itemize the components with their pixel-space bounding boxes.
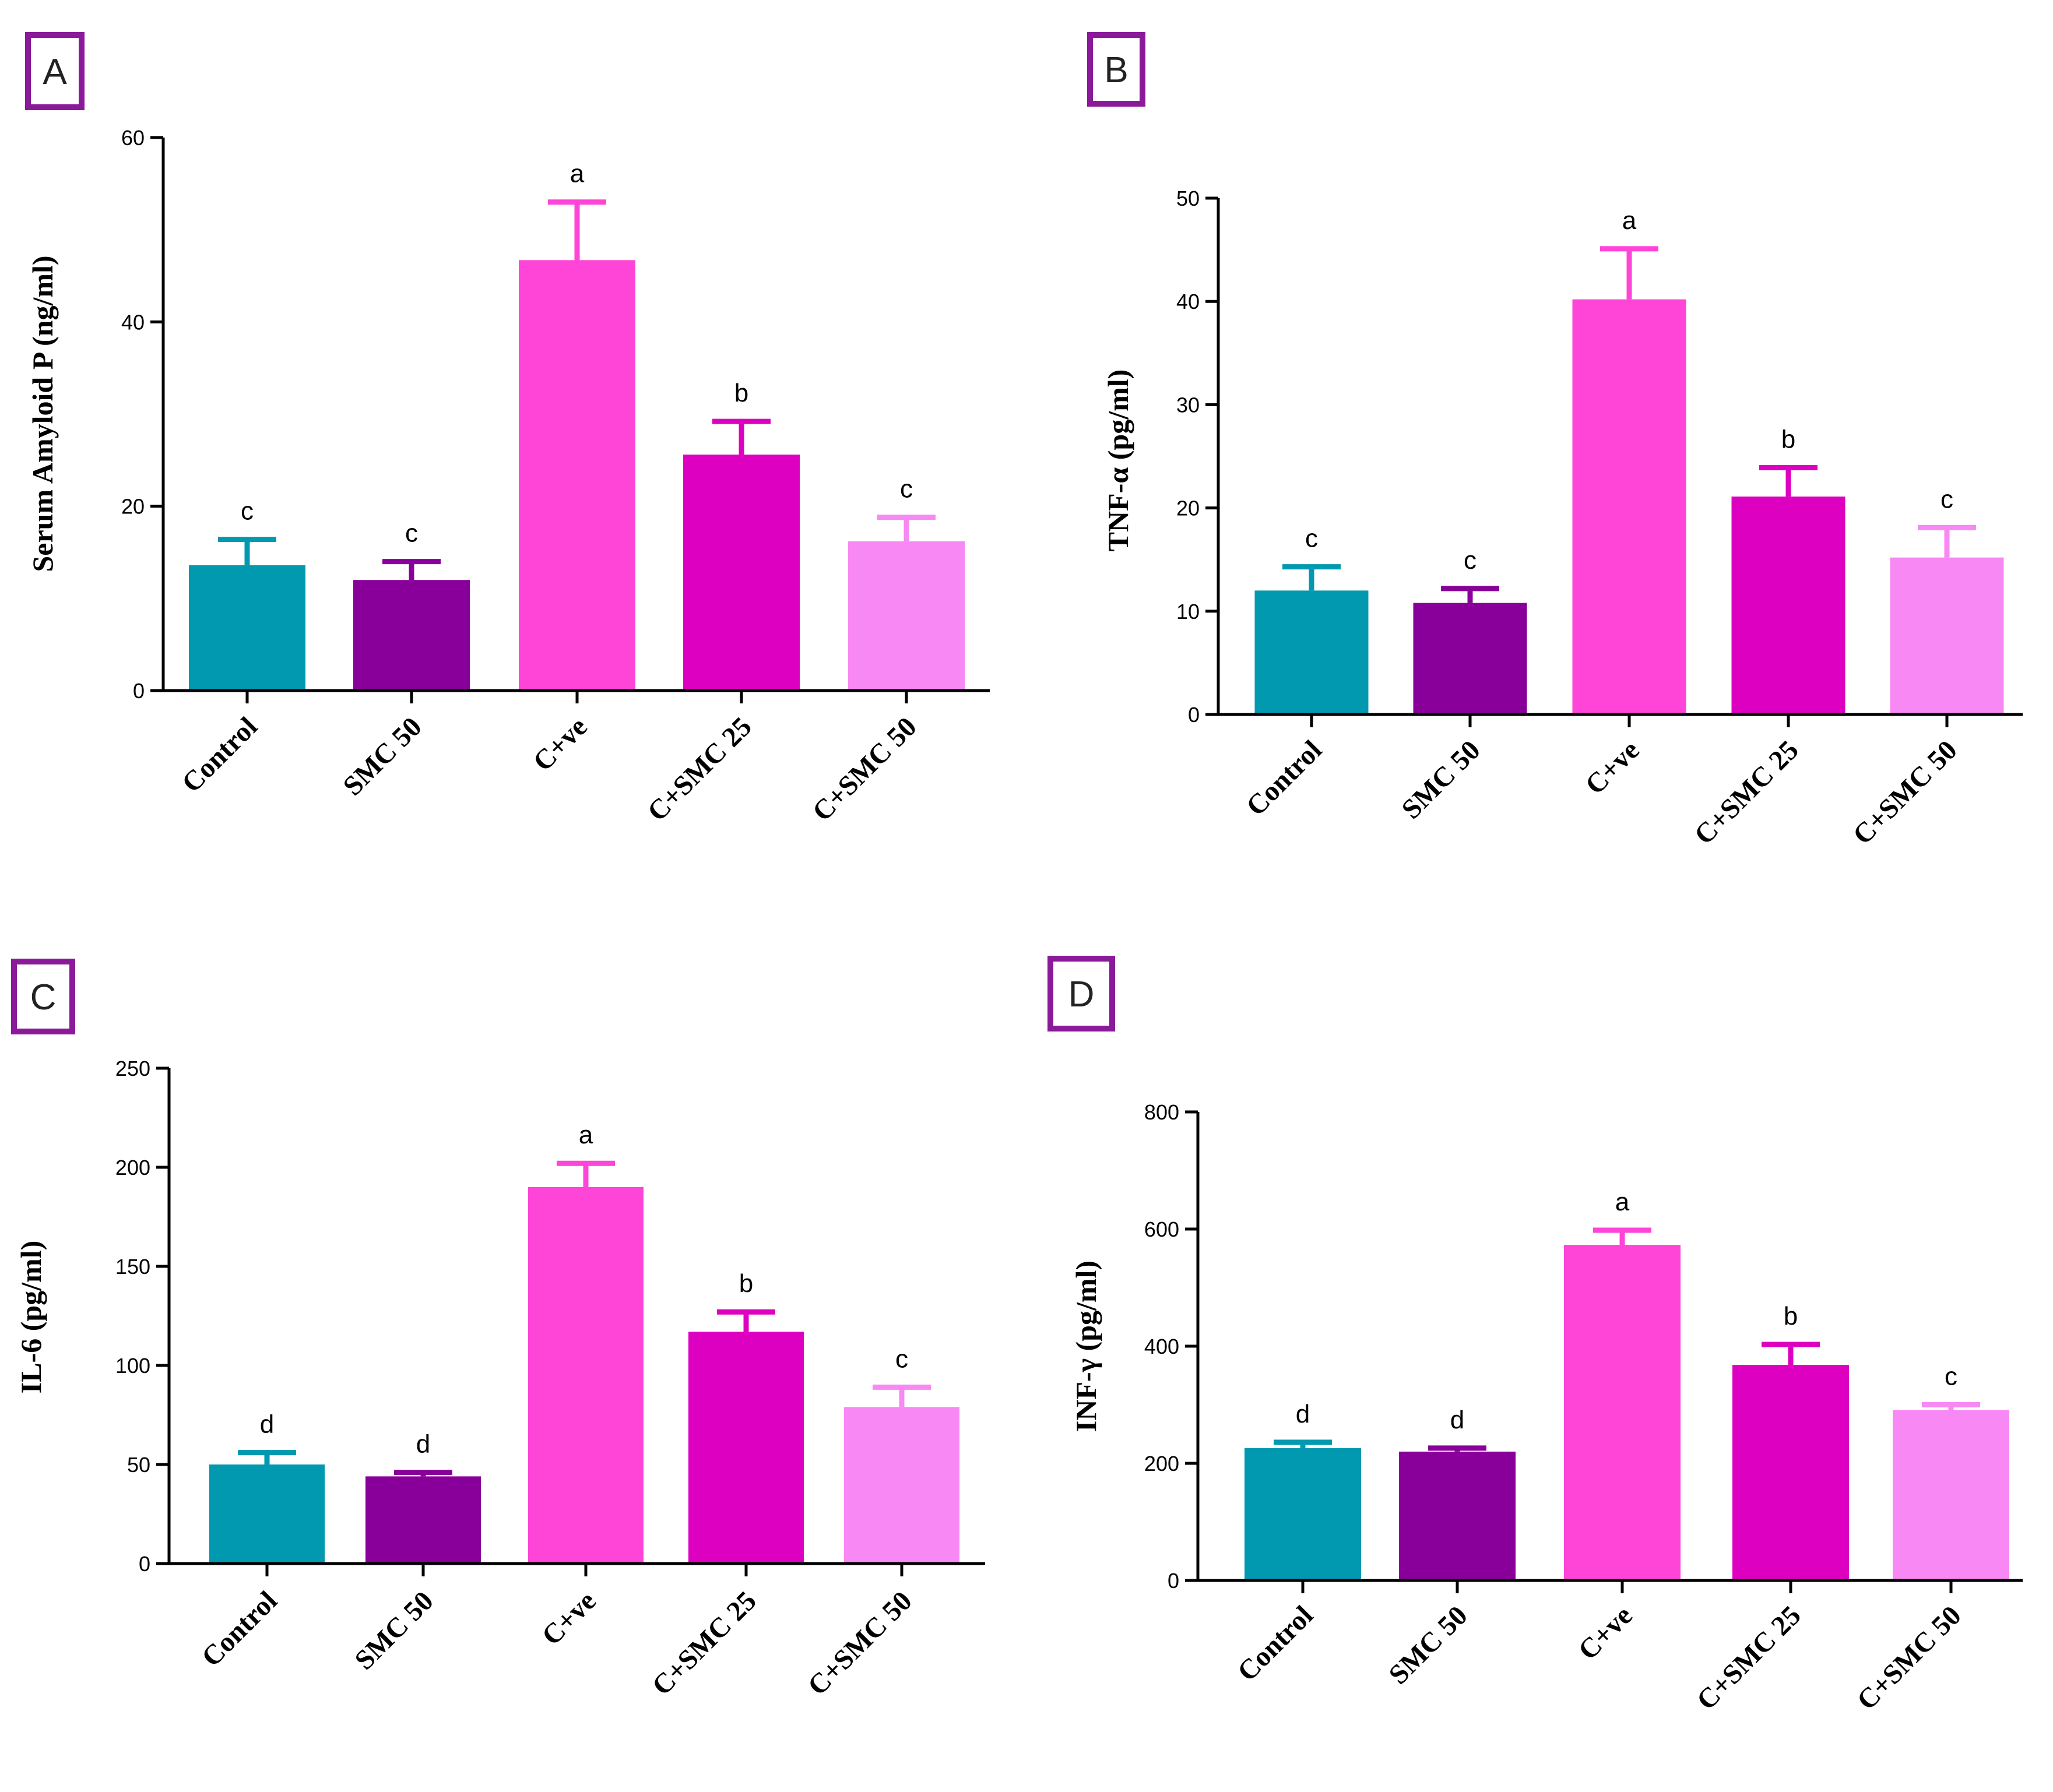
bar-control [209, 1464, 325, 1564]
bar-smc-50 [365, 1476, 481, 1564]
significance-label: b [1784, 1302, 1798, 1330]
bar-smc-50 [353, 580, 470, 691]
y-tick-label: 200 [115, 1156, 150, 1180]
significance-label: d [416, 1430, 430, 1459]
x-category-label: C+SMC 25 [646, 1585, 762, 1701]
panel-letter-box [11, 959, 75, 1034]
bar-control [1245, 1448, 1361, 1580]
y-tick-label: 600 [1144, 1217, 1179, 1241]
significance-label: c [241, 497, 254, 526]
panel-letter: C [30, 977, 57, 1018]
y-tick-label: 20 [121, 495, 145, 519]
x-category-label: SMC 50 [337, 711, 427, 801]
x-category-label: C+SMC 50 [1847, 734, 1963, 850]
x-category-label: Control [1240, 734, 1328, 822]
panel-letter-box [1087, 32, 1145, 107]
significance-label: d [1450, 1406, 1464, 1434]
significance-label: c [900, 475, 913, 504]
x-category-label: Control [196, 1585, 283, 1673]
bar-c-smc-25 [1731, 497, 1845, 714]
y-tick-label: 0 [1168, 1569, 1179, 1593]
y-axis-title: IL-6 (pg/ml) [15, 1241, 47, 1394]
y-tick-label: 0 [1188, 703, 1200, 727]
x-category-label: Control [1232, 1600, 1319, 1687]
y-tick-label: 30 [1176, 393, 1200, 417]
y-axis-title: TNF-α (pg/ml) [1102, 369, 1134, 552]
x-category-label: C+SMC 25 [642, 711, 758, 827]
y-tick-label: 40 [1176, 290, 1200, 314]
bar-c-smc-50 [844, 1407, 959, 1564]
panel-letter-box [1047, 956, 1115, 1031]
bar-c-smc-50 [1890, 557, 2004, 714]
y-tick-label: 100 [115, 1354, 150, 1378]
bar-control [189, 565, 305, 691]
bar-c-smc-50 [848, 541, 965, 691]
bar-c-smc-25 [1732, 1365, 1849, 1580]
panel-letter: B [1104, 50, 1128, 90]
significance-label: a [1615, 1188, 1630, 1216]
significance-label: b [734, 379, 748, 407]
bar-control [1254, 590, 1369, 714]
y-tick-label: 0 [139, 1552, 150, 1576]
panel-letter: A [43, 52, 67, 92]
x-category-label: SMC 50 [349, 1585, 439, 1675]
y-tick-label: 150 [115, 1255, 150, 1279]
significance-label: b [739, 1269, 753, 1298]
significance-label: b [1781, 425, 1795, 453]
y-tick-label: 60 [121, 126, 145, 150]
y-tick-label: 50 [127, 1453, 150, 1477]
x-category-label: C+ve [527, 711, 593, 777]
bar-smc-50 [1413, 603, 1527, 714]
y-tick-label: 250 [115, 1057, 150, 1080]
x-category-label: SMC 50 [1383, 1600, 1473, 1690]
x-category-label: C+ve [1579, 734, 1645, 800]
bar-c-smc-25 [688, 1332, 804, 1564]
chart-panel-d: Dd d a b c 0 200 400 600 800 Control SMC 50 C+ve C+SM… [1047, 956, 2023, 1716]
y-tick-label: 10 [1176, 600, 1200, 624]
panel-letter-box [25, 32, 85, 110]
chart-panel-b: Bc c a b c 0 10 20 30 40 50 Control SMC 50 C+ve C+SMC … [1087, 32, 2023, 850]
x-category-label: Control [176, 711, 263, 798]
y-tick-label: 20 [1176, 497, 1200, 520]
significance-label: c [1464, 546, 1477, 575]
y-tick-label: 400 [1144, 1335, 1179, 1358]
chart-panel-a: Ac c a b c 0 20 40 60 Control SMC 50 C+ve C+SMC 25 C+… [25, 32, 990, 827]
panel-letter: D [1068, 974, 1095, 1015]
chart-panel-c: Cd d a b c 0 50 100 150 200 250 Control SMC 50 C+ve C+… [11, 959, 985, 1701]
significance-label: d [260, 1410, 274, 1439]
significance-label: a [1622, 206, 1637, 235]
x-category-label: C+SMC 25 [1691, 1600, 1807, 1716]
x-category-label: C+SMC 50 [807, 711, 923, 827]
bar-smc-50 [1399, 1451, 1516, 1580]
bar-c-smc-25 [683, 455, 800, 691]
x-category-label: SMC 50 [1395, 734, 1486, 825]
y-tick-label: 50 [1176, 186, 1200, 210]
y-tick-label: 0 [133, 679, 145, 703]
x-category-label: C+SMC 25 [1689, 734, 1805, 850]
x-category-label: C+ve [536, 1585, 602, 1651]
bar-c-smc-50 [1893, 1410, 2009, 1580]
x-category-label: C+SMC 50 [802, 1585, 918, 1701]
significance-label: a [570, 160, 585, 188]
bar-c-ve [528, 1187, 644, 1564]
significance-label: c [1945, 1363, 1957, 1391]
y-axis-title: INF-γ (pg/ml) [1070, 1261, 1102, 1432]
x-category-label: C+ve [1572, 1600, 1638, 1666]
y-tick-label: 200 [1144, 1452, 1179, 1476]
bar-c-ve [519, 260, 635, 691]
y-tick-label: 800 [1144, 1100, 1179, 1124]
bar-c-ve [1572, 299, 1686, 714]
significance-label: c [405, 519, 418, 548]
y-tick-label: 40 [121, 310, 145, 334]
significance-label: a [579, 1121, 593, 1149]
significance-label: c [1305, 524, 1318, 553]
bar-c-ve [1564, 1245, 1681, 1580]
significance-label: d [1296, 1400, 1310, 1428]
significance-label: c [1940, 485, 1953, 513]
significance-label: c [895, 1344, 908, 1373]
y-axis-title: Serum Amyloid P (ng/ml) [26, 255, 59, 572]
x-category-label: C+SMC 50 [1851, 1600, 1967, 1716]
